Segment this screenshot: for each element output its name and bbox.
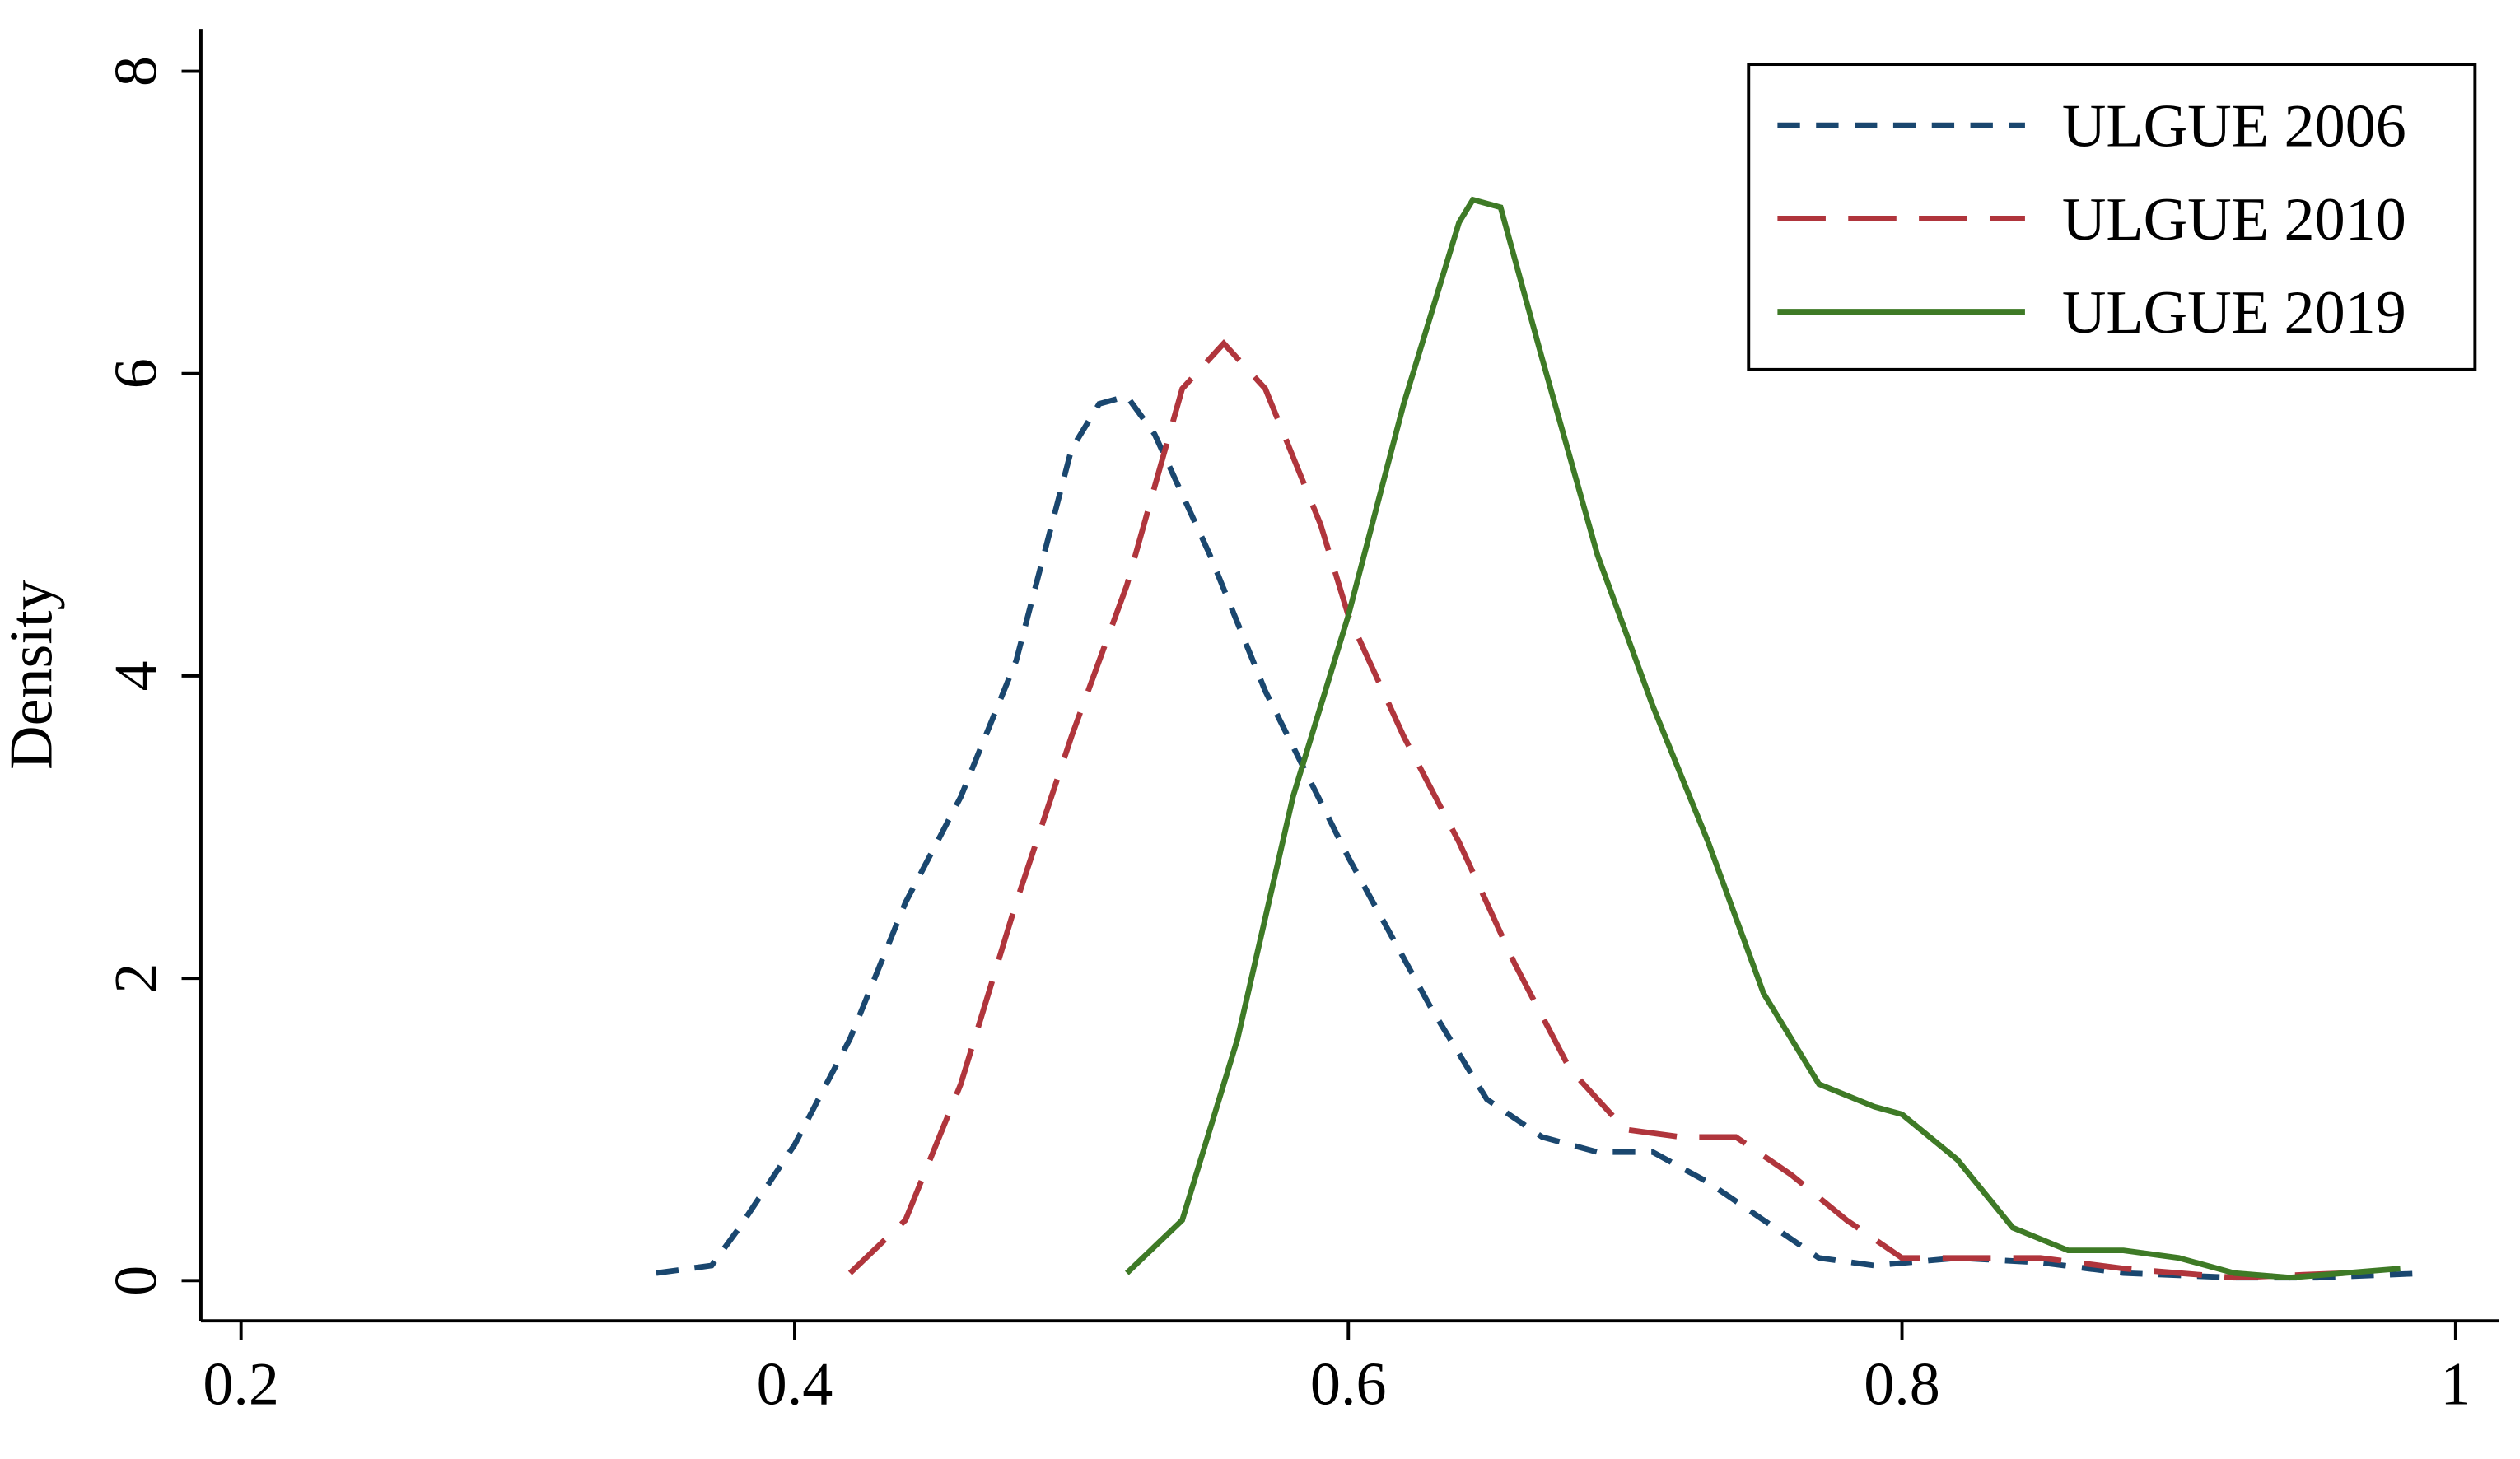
x-tick-label: 0.2 bbox=[203, 1351, 279, 1419]
series-line bbox=[1124, 196, 2401, 1281]
legend-label: ULGUE 2019 bbox=[2062, 279, 2406, 347]
y-tick-label: 0 bbox=[102, 1266, 170, 1296]
y-tick-label: 4 bbox=[102, 660, 170, 691]
x-tick-label: 0.6 bbox=[1310, 1351, 1387, 1419]
series-line bbox=[847, 338, 2345, 1281]
series-line bbox=[656, 393, 2429, 1281]
legend-label: ULGUE 2006 bbox=[2062, 93, 2406, 161]
x-tick-label: 0.8 bbox=[1864, 1351, 1940, 1419]
y-tick-label: 2 bbox=[102, 963, 170, 994]
x-tick-label: 0.4 bbox=[757, 1351, 833, 1419]
y-tick-label: 8 bbox=[102, 56, 170, 86]
y-axis-label: Density bbox=[0, 580, 65, 770]
y-tick-label: 6 bbox=[102, 358, 170, 389]
x-tick-label: 1 bbox=[2440, 1351, 2471, 1419]
legend-label: ULGUE 2010 bbox=[2062, 186, 2406, 254]
